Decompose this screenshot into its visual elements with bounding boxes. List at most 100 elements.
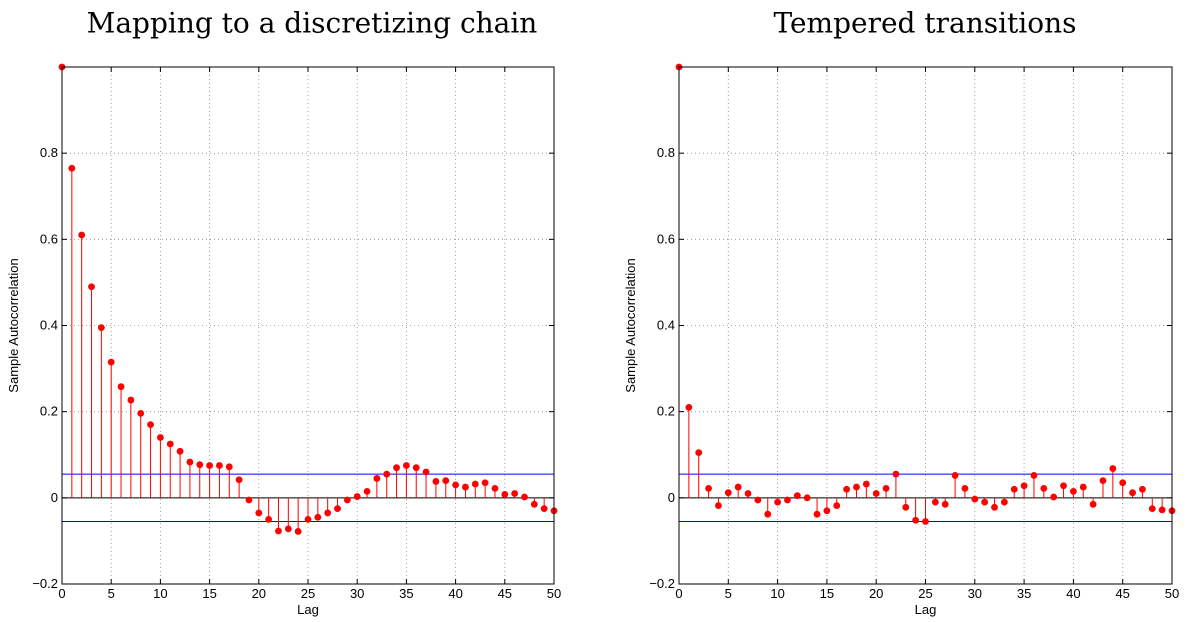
x-tick-label: 40 <box>1066 586 1080 601</box>
stem-marker <box>803 494 811 502</box>
chart-left: Mapping to a discretizing chain 0 5 10 15 20 2… <box>6 7 561 618</box>
stem-marker <box>892 470 900 478</box>
stem-marker <box>147 421 154 428</box>
stem-marker <box>912 516 920 524</box>
stem-marker <box>343 496 351 504</box>
stem-marker <box>284 525 292 533</box>
stem-marker <box>403 462 410 469</box>
stem-marker <box>442 477 450 484</box>
stem-marker <box>353 493 361 500</box>
stem-marker <box>833 502 841 509</box>
x-axis-label: Lag <box>297 602 319 617</box>
stem-marker <box>68 164 76 172</box>
stem-marker <box>1109 465 1117 472</box>
x-tick-label: 5 <box>108 586 115 601</box>
stem-marker <box>1020 482 1028 490</box>
stem-marker <box>265 515 273 523</box>
stem-marker <box>235 476 243 484</box>
x-tick-label: 50 <box>547 586 561 601</box>
stem-marker <box>931 498 939 506</box>
stem-marker <box>294 528 302 535</box>
stem-marker <box>481 479 489 487</box>
stem-marker <box>951 472 959 479</box>
stem-marker <box>314 513 322 521</box>
stem-marker <box>127 396 135 404</box>
y-axis-label: Sample Autocorrelation <box>6 258 21 392</box>
stem-marker <box>225 463 233 471</box>
y-tick-label: 0.2 <box>657 404 675 419</box>
y-axis-label: Sample Autocorrelation <box>623 258 638 392</box>
stem-marker <box>471 480 479 488</box>
y-tick-label: 0.6 <box>40 231 58 246</box>
stem-marker <box>1070 487 1077 495</box>
stem-marker <box>764 510 772 518</box>
stem-marker <box>78 231 86 239</box>
y-tick-label: 0.2 <box>40 404 58 419</box>
stem-marker <box>88 283 95 291</box>
stem-marker <box>137 409 145 417</box>
y-tick-label: 0.6 <box>657 231 675 246</box>
y-tick-label: 0.4 <box>40 318 58 333</box>
stem-marker <box>491 484 499 492</box>
x-tick-label: 25 <box>301 586 315 601</box>
stem-marker <box>1030 472 1038 479</box>
stem-marker <box>1040 484 1048 492</box>
stem-marker <box>823 507 831 515</box>
stem-marker <box>843 485 851 493</box>
stem-marker <box>117 383 125 391</box>
stem-marker <box>530 500 538 508</box>
stem-marker <box>695 449 703 456</box>
stem-marker <box>705 484 712 492</box>
x-tick-label: 0 <box>58 586 65 601</box>
x-tick-label: 40 <box>448 586 462 601</box>
stem-marker <box>1139 485 1146 493</box>
chart-title: Tempered transitions <box>773 7 1076 40</box>
stem-marker <box>872 490 880 497</box>
x-tick-label: 20 <box>869 586 883 601</box>
stem-marker <box>1099 477 1107 484</box>
stem-marker <box>1119 479 1127 487</box>
y-tick-label: 0 <box>51 490 58 505</box>
stem-marker <box>393 464 400 472</box>
stem-marker <box>521 493 528 501</box>
stem-marker <box>1089 500 1097 508</box>
stem-marker <box>853 483 860 491</box>
y-tick-label: −0.2 <box>649 576 675 591</box>
stem-marker <box>383 470 391 478</box>
chart-title: Mapping to a discretizing chain <box>87 7 538 40</box>
stem-marker <box>540 505 548 513</box>
x-tick-label: 45 <box>1115 586 1129 601</box>
stem-marker <box>862 480 870 488</box>
stem-marker <box>1010 485 1018 493</box>
stem-marker <box>715 502 722 509</box>
stem-marker <box>754 496 762 504</box>
y-tick-label: 0.8 <box>40 145 58 160</box>
stem-marker <box>991 503 998 511</box>
stem-marker <box>186 458 194 466</box>
x-tick-label: 45 <box>498 586 512 601</box>
stem-marker <box>462 483 469 491</box>
stem-marker <box>166 440 174 448</box>
stem-marker <box>941 500 949 508</box>
stem-marker <box>511 490 519 497</box>
y-tick-label: 0 <box>668 490 675 505</box>
stem-marker <box>412 464 420 472</box>
stem-marker <box>245 496 253 504</box>
y-tick-label: 0.8 <box>657 145 675 160</box>
stem-marker <box>784 496 791 504</box>
stem-marker <box>97 324 105 332</box>
stem-marker <box>1148 505 1156 513</box>
x-tick-label: 10 <box>153 586 167 601</box>
x-tick-label: 5 <box>725 586 732 601</box>
x-tick-label: 35 <box>399 586 413 601</box>
stem-marker <box>334 505 341 513</box>
stem-marker <box>432 478 440 485</box>
stem-marker <box>813 510 821 518</box>
x-tick-label: 10 <box>770 586 784 601</box>
stem-marker <box>1050 493 1058 501</box>
stem-marker <box>1079 483 1087 491</box>
stem-marker <box>1129 489 1136 497</box>
x-tick-label: 15 <box>202 586 216 601</box>
stem-marker <box>685 403 693 411</box>
y-tick-label: −0.2 <box>32 576 58 591</box>
